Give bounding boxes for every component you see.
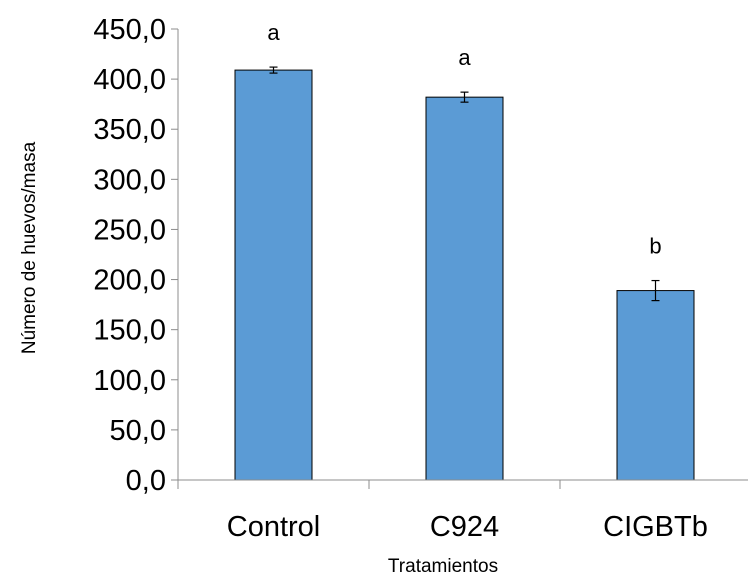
bars	[234, 69, 695, 481]
bar	[425, 96, 504, 481]
y-tick-label: 250,0	[93, 214, 166, 246]
significance-label: a	[458, 45, 471, 70]
x-tick-label: CIGBTb	[603, 511, 708, 543]
y-tick-label: 450,0	[93, 14, 166, 46]
x-tick-label: C924	[430, 511, 499, 543]
y-tick-label: 200,0	[93, 265, 166, 297]
significance-labels: a a b	[267, 20, 661, 258]
axes	[177, 29, 748, 489]
x-axis-title: Tratamientos	[388, 556, 498, 576]
x-axis-labels: Control C924 CIGBTb	[227, 511, 708, 543]
y-tick-label: 300,0	[93, 164, 166, 196]
y-tick-label: 100,0	[93, 365, 166, 397]
y-axis-title: Número de huevos/masa	[19, 141, 40, 354]
bar	[616, 290, 695, 481]
y-tick-label: 350,0	[93, 114, 166, 146]
bar	[234, 69, 313, 481]
y-tick-label: 50,0	[110, 415, 166, 447]
y-axis-ticks: 0,0 50,0 100,0 150,0 200,0 250,0 300,0 350,0 400…	[93, 14, 178, 497]
y-tick-label: 150,0	[93, 315, 166, 347]
significance-label: a	[267, 20, 280, 45]
y-tick-label: 0,0	[126, 465, 166, 497]
y-tick-label: 400,0	[93, 64, 166, 96]
error-bars	[269, 66, 660, 302]
x-tick-label: Control	[227, 511, 321, 543]
significance-label: b	[649, 234, 661, 259]
